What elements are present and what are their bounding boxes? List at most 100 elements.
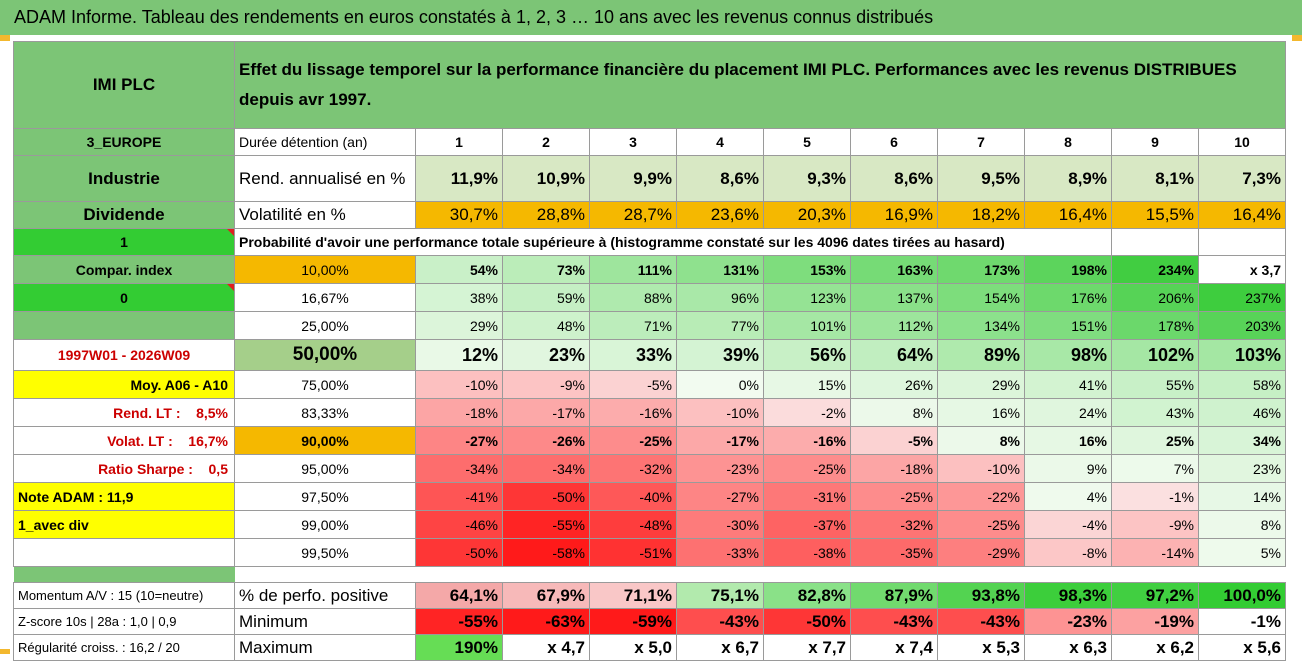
quantile-value: 16%	[937, 398, 1025, 427]
quantile-value: -25%	[850, 482, 938, 511]
quantile-label: 83,33%	[234, 398, 416, 427]
metric-value: -55%	[415, 608, 503, 635]
metric-value: x 6,7	[676, 634, 764, 661]
year-header: 9	[1111, 128, 1199, 156]
quantile-value: 178%	[1111, 311, 1199, 340]
quantile-value: -9%	[1111, 510, 1199, 539]
metric-value: 190%	[415, 634, 503, 661]
region-label: 3_EUROPE	[13, 128, 235, 156]
quantile-value: 111%	[589, 255, 677, 284]
table-row: 1_avec div 99,00% -46% -55% -48% -30% -37% -32%…	[13, 510, 1286, 539]
quantile-value: 23%	[1198, 454, 1286, 483]
quantile-value: 39%	[676, 339, 764, 371]
quantile-value: -10%	[676, 398, 764, 427]
quantile-value: 33%	[589, 339, 677, 371]
quantile-value: -22%	[937, 482, 1025, 511]
quantile-value: 41%	[1024, 370, 1112, 399]
annual-return-value: 8,6%	[850, 155, 938, 202]
quantile-value: 137%	[850, 283, 938, 312]
metric-info: Momentum A/V : 15 (10=neutre)	[13, 582, 235, 609]
quantile-value: -32%	[589, 454, 677, 483]
quantile-value: -17%	[502, 398, 590, 427]
metric-value: 75,1%	[676, 582, 764, 609]
quantile-label: 97,50%	[234, 482, 416, 511]
quantile-value: -10%	[937, 454, 1025, 483]
annual-return-value: 10,9%	[502, 155, 590, 202]
metric-value: x 7,4	[850, 634, 938, 661]
quantile-value: -50%	[502, 482, 590, 511]
quantile-value: 163%	[850, 255, 938, 284]
quantile-value: 24%	[1024, 398, 1112, 427]
year-header: 3	[589, 128, 677, 156]
quantile-label: 75,00%	[234, 370, 416, 399]
side-info	[13, 538, 235, 567]
quantile-value: 153%	[763, 255, 851, 284]
quantile-value: 9%	[1024, 454, 1112, 483]
quantile-value: 237%	[1198, 283, 1286, 312]
volatility-value: 28,7%	[589, 201, 677, 229]
quantile-value: -37%	[763, 510, 851, 539]
metric-value: -43%	[850, 608, 938, 635]
quantile-value: -33%	[676, 538, 764, 567]
table-row: IMI PLC Effet du lissage temporel sur la …	[13, 41, 1286, 129]
quantile-value: 134%	[937, 311, 1025, 340]
quantile-value: x 3,7	[1198, 255, 1286, 284]
quantile-label: 50,00%	[234, 339, 416, 371]
quantile-value: 131%	[676, 255, 764, 284]
table-row: 3_EUROPE Durée détention (an) 1 2 3 4 5 6 7 8 9 10	[13, 128, 1286, 156]
year-header: 1	[415, 128, 503, 156]
quantile-value: -16%	[763, 426, 851, 455]
quantile-value: 73%	[502, 255, 590, 284]
quantile-value: -34%	[502, 454, 590, 483]
table-row	[13, 566, 1286, 583]
volatility-value: 18,2%	[937, 201, 1025, 229]
quantile-value: -4%	[1024, 510, 1112, 539]
side-info: 1997W01 - 2026W09	[13, 339, 235, 371]
quantile-value: -27%	[676, 482, 764, 511]
quantile-value: 234%	[1111, 255, 1199, 284]
annual-return-label: Rend. annualisé en %	[234, 155, 416, 202]
quantile-value: 206%	[1111, 283, 1199, 312]
volatility-value: 20,3%	[763, 201, 851, 229]
metric-value: x 5,3	[937, 634, 1025, 661]
quantile-value: 38%	[415, 283, 503, 312]
side-info: Moy. A06 - A10	[13, 370, 235, 399]
metric-value: 82,8%	[763, 582, 851, 609]
description: Effet du lissage temporel sur la perform…	[234, 41, 1286, 129]
quantile-value: -31%	[763, 482, 851, 511]
quantile-value: 48%	[502, 311, 590, 340]
quantile-value: 88%	[589, 283, 677, 312]
company-name: IMI PLC	[13, 41, 235, 129]
metric-value: x 6,3	[1024, 634, 1112, 661]
metric-value: -59%	[589, 608, 677, 635]
empty-cell	[1198, 228, 1286, 256]
quantile-value: 58%	[1198, 370, 1286, 399]
volatility-value: 16,9%	[850, 201, 938, 229]
year-header: 2	[502, 128, 590, 156]
quantile-value: 64%	[850, 339, 938, 371]
quantile-value: -18%	[850, 454, 938, 483]
quantile-value: 198%	[1024, 255, 1112, 284]
quantile-value: -46%	[415, 510, 503, 539]
quantile-value: 103%	[1198, 339, 1286, 371]
quantile-label: 99,00%	[234, 510, 416, 539]
quantile-value: -1%	[1111, 482, 1199, 511]
quantile-value: 23%	[502, 339, 590, 371]
table-row: Régularité croiss. : 16,2 / 20 Maximum 190…	[13, 634, 1286, 661]
quantile-value: -32%	[850, 510, 938, 539]
metric-info: Z-score 10s | 28a : 1,0 | 0,9	[13, 608, 235, 635]
quantile-label: 99,50%	[234, 538, 416, 567]
quantile-value: 173%	[937, 255, 1025, 284]
quantile-value: -27%	[415, 426, 503, 455]
metric-label: Minimum	[234, 608, 416, 635]
quantile-value: 34%	[1198, 426, 1286, 455]
metric-label: Maximum	[234, 634, 416, 661]
spacer-cell	[234, 566, 1286, 583]
annual-return-value: 8,1%	[1111, 155, 1199, 202]
quantile-value: 203%	[1198, 311, 1286, 340]
volatility-label: Volatilité en %	[234, 201, 416, 229]
metric-value: x 5,6	[1198, 634, 1286, 661]
quantile-value: 46%	[1198, 398, 1286, 427]
quantile-value: 0%	[676, 370, 764, 399]
table-row: Industrie Rend. annualisé en % 11,9% 10,9% 9…	[13, 155, 1286, 202]
